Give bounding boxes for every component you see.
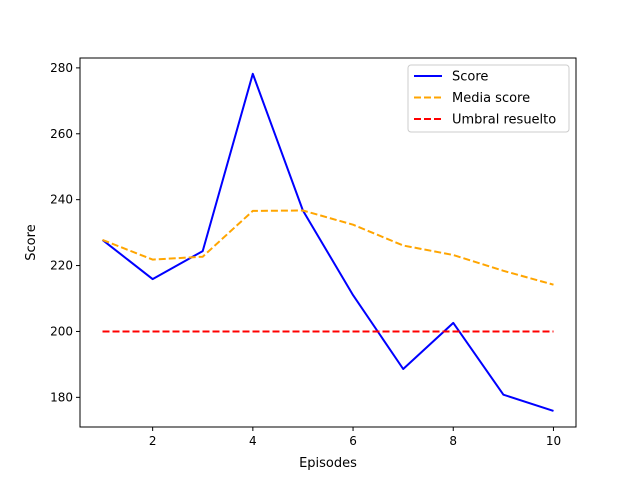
y-tick-label: 180 xyxy=(50,390,73,404)
y-tick-label: 240 xyxy=(50,193,73,207)
legend-label-2: Umbral resuelto xyxy=(452,113,556,128)
legend-label-0: Score xyxy=(452,70,488,85)
x-tick-label: 8 xyxy=(449,434,457,448)
y-axis-label: Score xyxy=(24,224,39,260)
y-tick-label: 200 xyxy=(50,324,73,338)
series-line-1 xyxy=(102,209,554,286)
x-axis-label: Episodes xyxy=(299,456,357,471)
legend: Score Media score Umbral resuelto xyxy=(407,64,570,133)
series-layer xyxy=(101,72,554,412)
y-tick-label: 220 xyxy=(50,259,73,273)
x-axis: 2 4 6 8 10 xyxy=(149,427,561,448)
y-axis: 180 200 220 240 260 280 xyxy=(50,61,80,404)
series-line-0 xyxy=(101,72,554,412)
plot-frame xyxy=(79,57,577,428)
legend-label-1: Media score xyxy=(452,91,530,106)
x-tick-label: 2 xyxy=(149,434,157,448)
x-tick-label: 4 xyxy=(249,434,257,448)
y-tick-label: 280 xyxy=(50,61,73,75)
x-tick-label: 6 xyxy=(349,434,357,448)
legend-box xyxy=(407,64,570,133)
y-tick-label: 260 xyxy=(50,127,73,141)
x-tick-label: 10 xyxy=(546,434,561,448)
